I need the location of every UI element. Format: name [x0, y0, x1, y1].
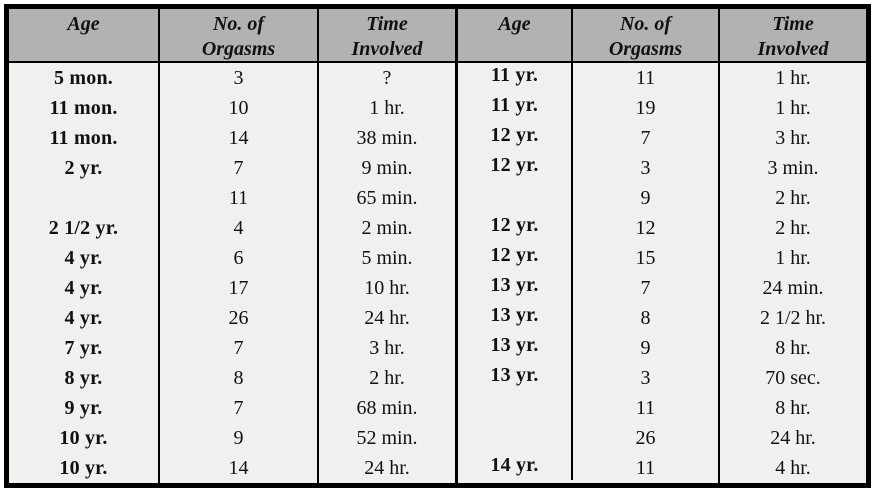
orgasms-cell-left: 4	[160, 213, 319, 243]
age-cell-right: 12 yr.	[458, 210, 573, 240]
time-cell-left: 10 hr.	[319, 273, 458, 303]
time-cell-left: 1 hr.	[319, 93, 458, 123]
orgasms-cell-right: 19	[573, 93, 720, 123]
time-cell-right: 3 hr.	[775, 127, 811, 149]
orgasms-cell-right: 3	[573, 153, 720, 183]
time-cell-left: 68 min.	[319, 393, 458, 423]
age-cell-right: 13 yr.	[458, 360, 573, 390]
time-cell-left: 3 hr.	[319, 333, 458, 363]
time-cell-right: 2 hr.	[775, 217, 811, 239]
time-cell-left: 2 hr.	[319, 363, 458, 393]
orgasms-cell-left: 10	[160, 93, 319, 123]
age-cell-left: 10 yr.	[9, 453, 160, 483]
time-cell-right: 8 hr.	[775, 337, 811, 359]
age-cell-right: 12 yr.	[458, 120, 573, 150]
time-cell-right: 24 min.	[762, 277, 824, 299]
column-header-age-left: Age	[9, 9, 160, 62]
age-cell-right: 11 yr.	[458, 60, 573, 90]
age-cell-left: 9 yr.	[9, 393, 160, 423]
orgasms-cell-left: 6	[160, 243, 319, 273]
age-cell-left: 4 yr.	[9, 303, 160, 333]
orgasms-cell-left: 3	[160, 63, 319, 93]
age-cell-left: 4 yr.	[9, 273, 160, 303]
time-cell-left: ?	[319, 63, 458, 93]
orgasms-cell-left: 7	[160, 333, 319, 363]
orgasms-cell-left: 8	[160, 363, 319, 393]
age-cell-left: 2 1/2 yr.	[9, 213, 160, 243]
time-cell-right: 1 hr.	[775, 247, 811, 269]
age-cell-right: 13 yr.	[458, 330, 573, 360]
orgasms-cell-right: 11	[573, 63, 720, 93]
time-cell-right: 24 hr.	[770, 427, 816, 449]
age-cell-left: 7 yr.	[9, 333, 160, 363]
age-cell-right	[458, 390, 573, 420]
time-cell-left: 38 min.	[319, 123, 458, 153]
age-cell-right: 13 yr.	[458, 300, 573, 330]
time-cell-left: 24 hr.	[319, 453, 458, 483]
age-cell-right: 12 yr.	[458, 150, 573, 180]
age-cell-left: 11 mon.	[9, 123, 160, 153]
time-cell-left: 24 hr.	[319, 303, 458, 333]
time-cell-left: 5 min.	[319, 243, 458, 273]
time-cell-right: 2 hr.	[775, 187, 811, 209]
orgasms-cell-right: 15	[573, 243, 720, 273]
time-cell-right: 4 hr.	[775, 457, 811, 479]
time-cell-right: 1 hr.	[775, 97, 811, 119]
age-cell-right: 12 yr.	[458, 240, 573, 270]
age-cell-left: 4 yr.	[9, 243, 160, 273]
column-header-orgasms-right: No. of Orgasms	[573, 9, 720, 62]
time-cell-right: 2 1/2 hr.	[759, 307, 827, 329]
age-cell-left	[9, 183, 160, 213]
orgasms-cell-right: 11	[573, 453, 720, 483]
age-cell-right: 14 yr.	[458, 450, 573, 480]
time-cell-left: 9 min.	[319, 153, 458, 183]
orgasms-cell-left: 26	[160, 303, 319, 333]
orgasms-cell-right: 12	[573, 213, 720, 243]
time-cell-right: 1 hr.	[775, 67, 811, 89]
age-cell-left: 5 mon.	[9, 63, 160, 93]
orgasms-cell-right: 3	[573, 363, 720, 393]
orgasms-cell-left: 17	[160, 273, 319, 303]
table-body: 5 mon. 3 ? 11 yr. 11 1 hr. 11 mon. 10 1 …	[9, 60, 866, 483]
age-cell-left: 11 mon.	[9, 93, 160, 123]
column-header-time-right: Time Involved	[757, 13, 829, 60]
age-cell-right: 13 yr.	[458, 270, 573, 300]
orgasms-cell-right: 7	[573, 273, 720, 303]
orgasms-cell-left: 11	[160, 183, 319, 213]
orgasms-cell-right: 26	[573, 423, 720, 453]
age-cell-left: 10 yr.	[9, 423, 160, 453]
time-cell-left: 52 min.	[319, 423, 458, 453]
orgasms-cell-left: 7	[160, 153, 319, 183]
orgasms-cell-right: 8	[573, 303, 720, 333]
orgasms-cell-right: 11	[573, 393, 720, 423]
age-cell-left: 2 yr.	[9, 153, 160, 183]
age-cell-right	[458, 180, 573, 210]
table-header-row: Age No. of Orgasms Time Involved Age No.…	[9, 9, 866, 63]
time-cell-left: 2 min.	[319, 213, 458, 243]
orgasms-cell-right: 9	[573, 183, 720, 213]
age-cell-left: 8 yr.	[9, 363, 160, 393]
data-table: Age No. of Orgasms Time Involved Age No.…	[4, 4, 871, 488]
orgasms-cell-left: 14	[160, 123, 319, 153]
orgasms-cell-left: 7	[160, 393, 319, 423]
age-cell-right: 11 yr.	[458, 90, 573, 120]
column-header-orgasms-left: No. of Orgasms	[160, 9, 319, 62]
orgasms-cell-left: 9	[160, 423, 319, 453]
orgasms-cell-right: 9	[573, 333, 720, 363]
time-cell-right: 70 sec.	[765, 367, 821, 389]
time-cell-left: 65 min.	[319, 183, 458, 213]
column-header-time-left: Time Involved	[319, 9, 458, 62]
age-cell-right	[458, 420, 573, 450]
orgasms-cell-left: 14	[160, 453, 319, 483]
time-cell-right: 8 hr.	[775, 397, 811, 419]
time-cell-right: 3 min.	[767, 157, 819, 179]
orgasms-cell-right: 7	[573, 123, 720, 153]
column-header-age-right: Age	[458, 9, 573, 62]
